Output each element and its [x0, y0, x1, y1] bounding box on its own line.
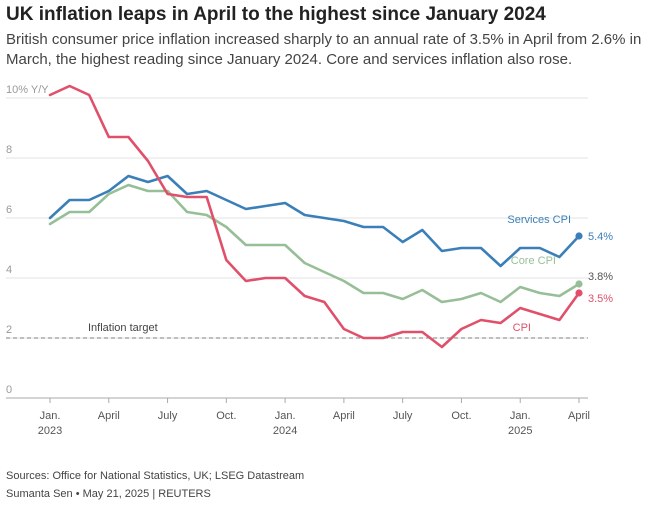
y-tick-label: 0 — [6, 384, 12, 396]
series-end-value: 3.5% — [588, 293, 613, 305]
series-line-2 — [48, 84, 581, 349]
y-tick-label: 10% Y/Y — [6, 84, 49, 96]
series-label: CPI — [513, 322, 531, 334]
x-tick-label: July — [393, 410, 413, 422]
credit-line: Sumanta Sen • May 21, 2025 | REUTERS — [6, 488, 211, 500]
series-line-0 — [48, 174, 581, 268]
y-tick-label: 4 — [6, 264, 12, 276]
target-line-label: Inflation target — [88, 322, 158, 334]
chart-subtitle: British consumer price inflation increas… — [6, 31, 642, 68]
x-tick-year: 2023 — [38, 425, 62, 437]
x-tick-year: 2024 — [273, 425, 297, 437]
series-end-marker — [575, 232, 583, 240]
y-tick-label: 6 — [6, 204, 12, 216]
x-tick-label: July — [158, 410, 178, 422]
series-label: Services CPI — [507, 214, 571, 226]
series-end-value: 5.4% — [588, 231, 613, 243]
x-tick-label: April — [98, 410, 120, 422]
series-line-1 — [48, 183, 581, 304]
source-note: Sources: Office for National Statistics,… — [6, 470, 305, 482]
x-tick-label: Oct. — [216, 410, 236, 422]
y-tick-label: 8 — [6, 144, 12, 156]
x-tick-year: 2025 — [508, 425, 532, 437]
chart-title: UK inflation leaps in April to the highe… — [6, 4, 546, 25]
series-end-marker — [575, 289, 583, 297]
series-end-marker — [575, 280, 583, 288]
series-label: Core CPI — [511, 255, 556, 267]
y-tick-label: 2 — [6, 324, 12, 336]
x-tick-label: April — [333, 410, 355, 422]
series-end-value: 3.8% — [588, 271, 613, 283]
x-tick-label: Jan. — [510, 410, 531, 422]
x-tick-label: Jan. — [275, 410, 296, 422]
x-tick-label: April — [568, 410, 590, 422]
x-tick-label: Jan. — [40, 410, 61, 422]
x-tick-label: Oct. — [451, 410, 471, 422]
